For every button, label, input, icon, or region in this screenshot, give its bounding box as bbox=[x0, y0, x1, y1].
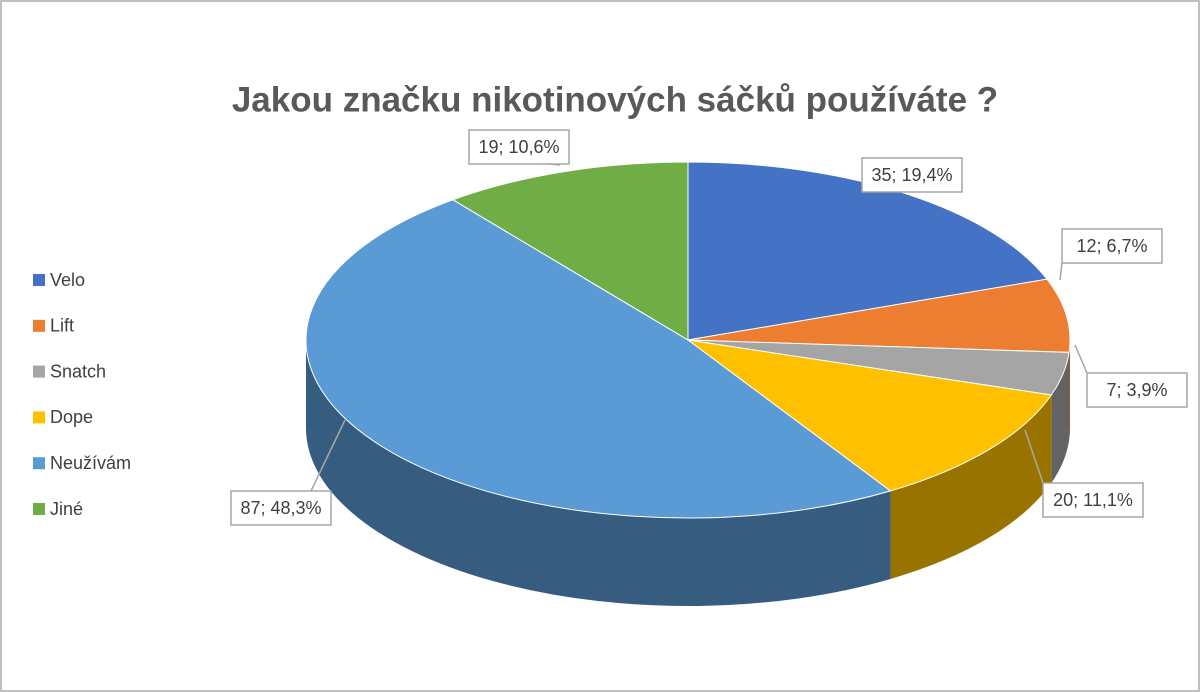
data-label-box bbox=[230, 490, 332, 526]
slice-side-shade bbox=[890, 395, 1052, 579]
legend-swatch bbox=[33, 274, 45, 286]
legend-label: Dope bbox=[50, 407, 93, 427]
slice bbox=[451, 161, 689, 341]
data-label-box bbox=[861, 157, 963, 193]
legend-label: Lift bbox=[50, 316, 74, 336]
legend-label: Snatch bbox=[50, 361, 106, 381]
slice bbox=[305, 199, 892, 519]
leader-line bbox=[1074, 344, 1088, 374]
legend-label: Velo bbox=[50, 270, 85, 290]
data-label: 35; 19,4% bbox=[871, 165, 952, 185]
leader-line bbox=[1024, 429, 1044, 484]
slice bbox=[687, 339, 1053, 492]
data-label: 12; 6,7% bbox=[1076, 236, 1147, 256]
slice-side-shade bbox=[1051, 352, 1070, 484]
legend-swatch bbox=[33, 319, 45, 332]
chart-title: Jakou značku nikotinových sáčků používát… bbox=[232, 80, 998, 119]
data-label: 7; 3,9% bbox=[1106, 380, 1167, 400]
slice-side-shade bbox=[1069, 340, 1070, 441]
leader-line bbox=[1059, 262, 1063, 281]
slice-side bbox=[1051, 352, 1070, 484]
slice-side bbox=[306, 340, 891, 606]
data-label-box bbox=[1086, 372, 1188, 408]
legend-label: Neužívám bbox=[50, 453, 131, 473]
data-label-box bbox=[1061, 228, 1163, 264]
slice bbox=[687, 161, 1048, 341]
data-label: 87; 48,3% bbox=[240, 498, 321, 518]
legend-swatch bbox=[33, 503, 45, 515]
slice-side bbox=[890, 395, 1052, 579]
legend-swatch bbox=[33, 411, 45, 424]
slice-side bbox=[1069, 340, 1070, 441]
data-label: 20; 11,1% bbox=[1053, 490, 1133, 510]
legend-swatch bbox=[33, 365, 45, 378]
data-label: 19; 10,6% bbox=[478, 137, 559, 157]
legend-swatch bbox=[33, 457, 45, 470]
slice bbox=[687, 278, 1071, 353]
data-label-box bbox=[1042, 482, 1144, 518]
slice-side-shade bbox=[306, 340, 891, 606]
data-label-box bbox=[468, 129, 570, 165]
legend-label: Jiné bbox=[50, 499, 83, 519]
leader-line bbox=[310, 419, 346, 492]
